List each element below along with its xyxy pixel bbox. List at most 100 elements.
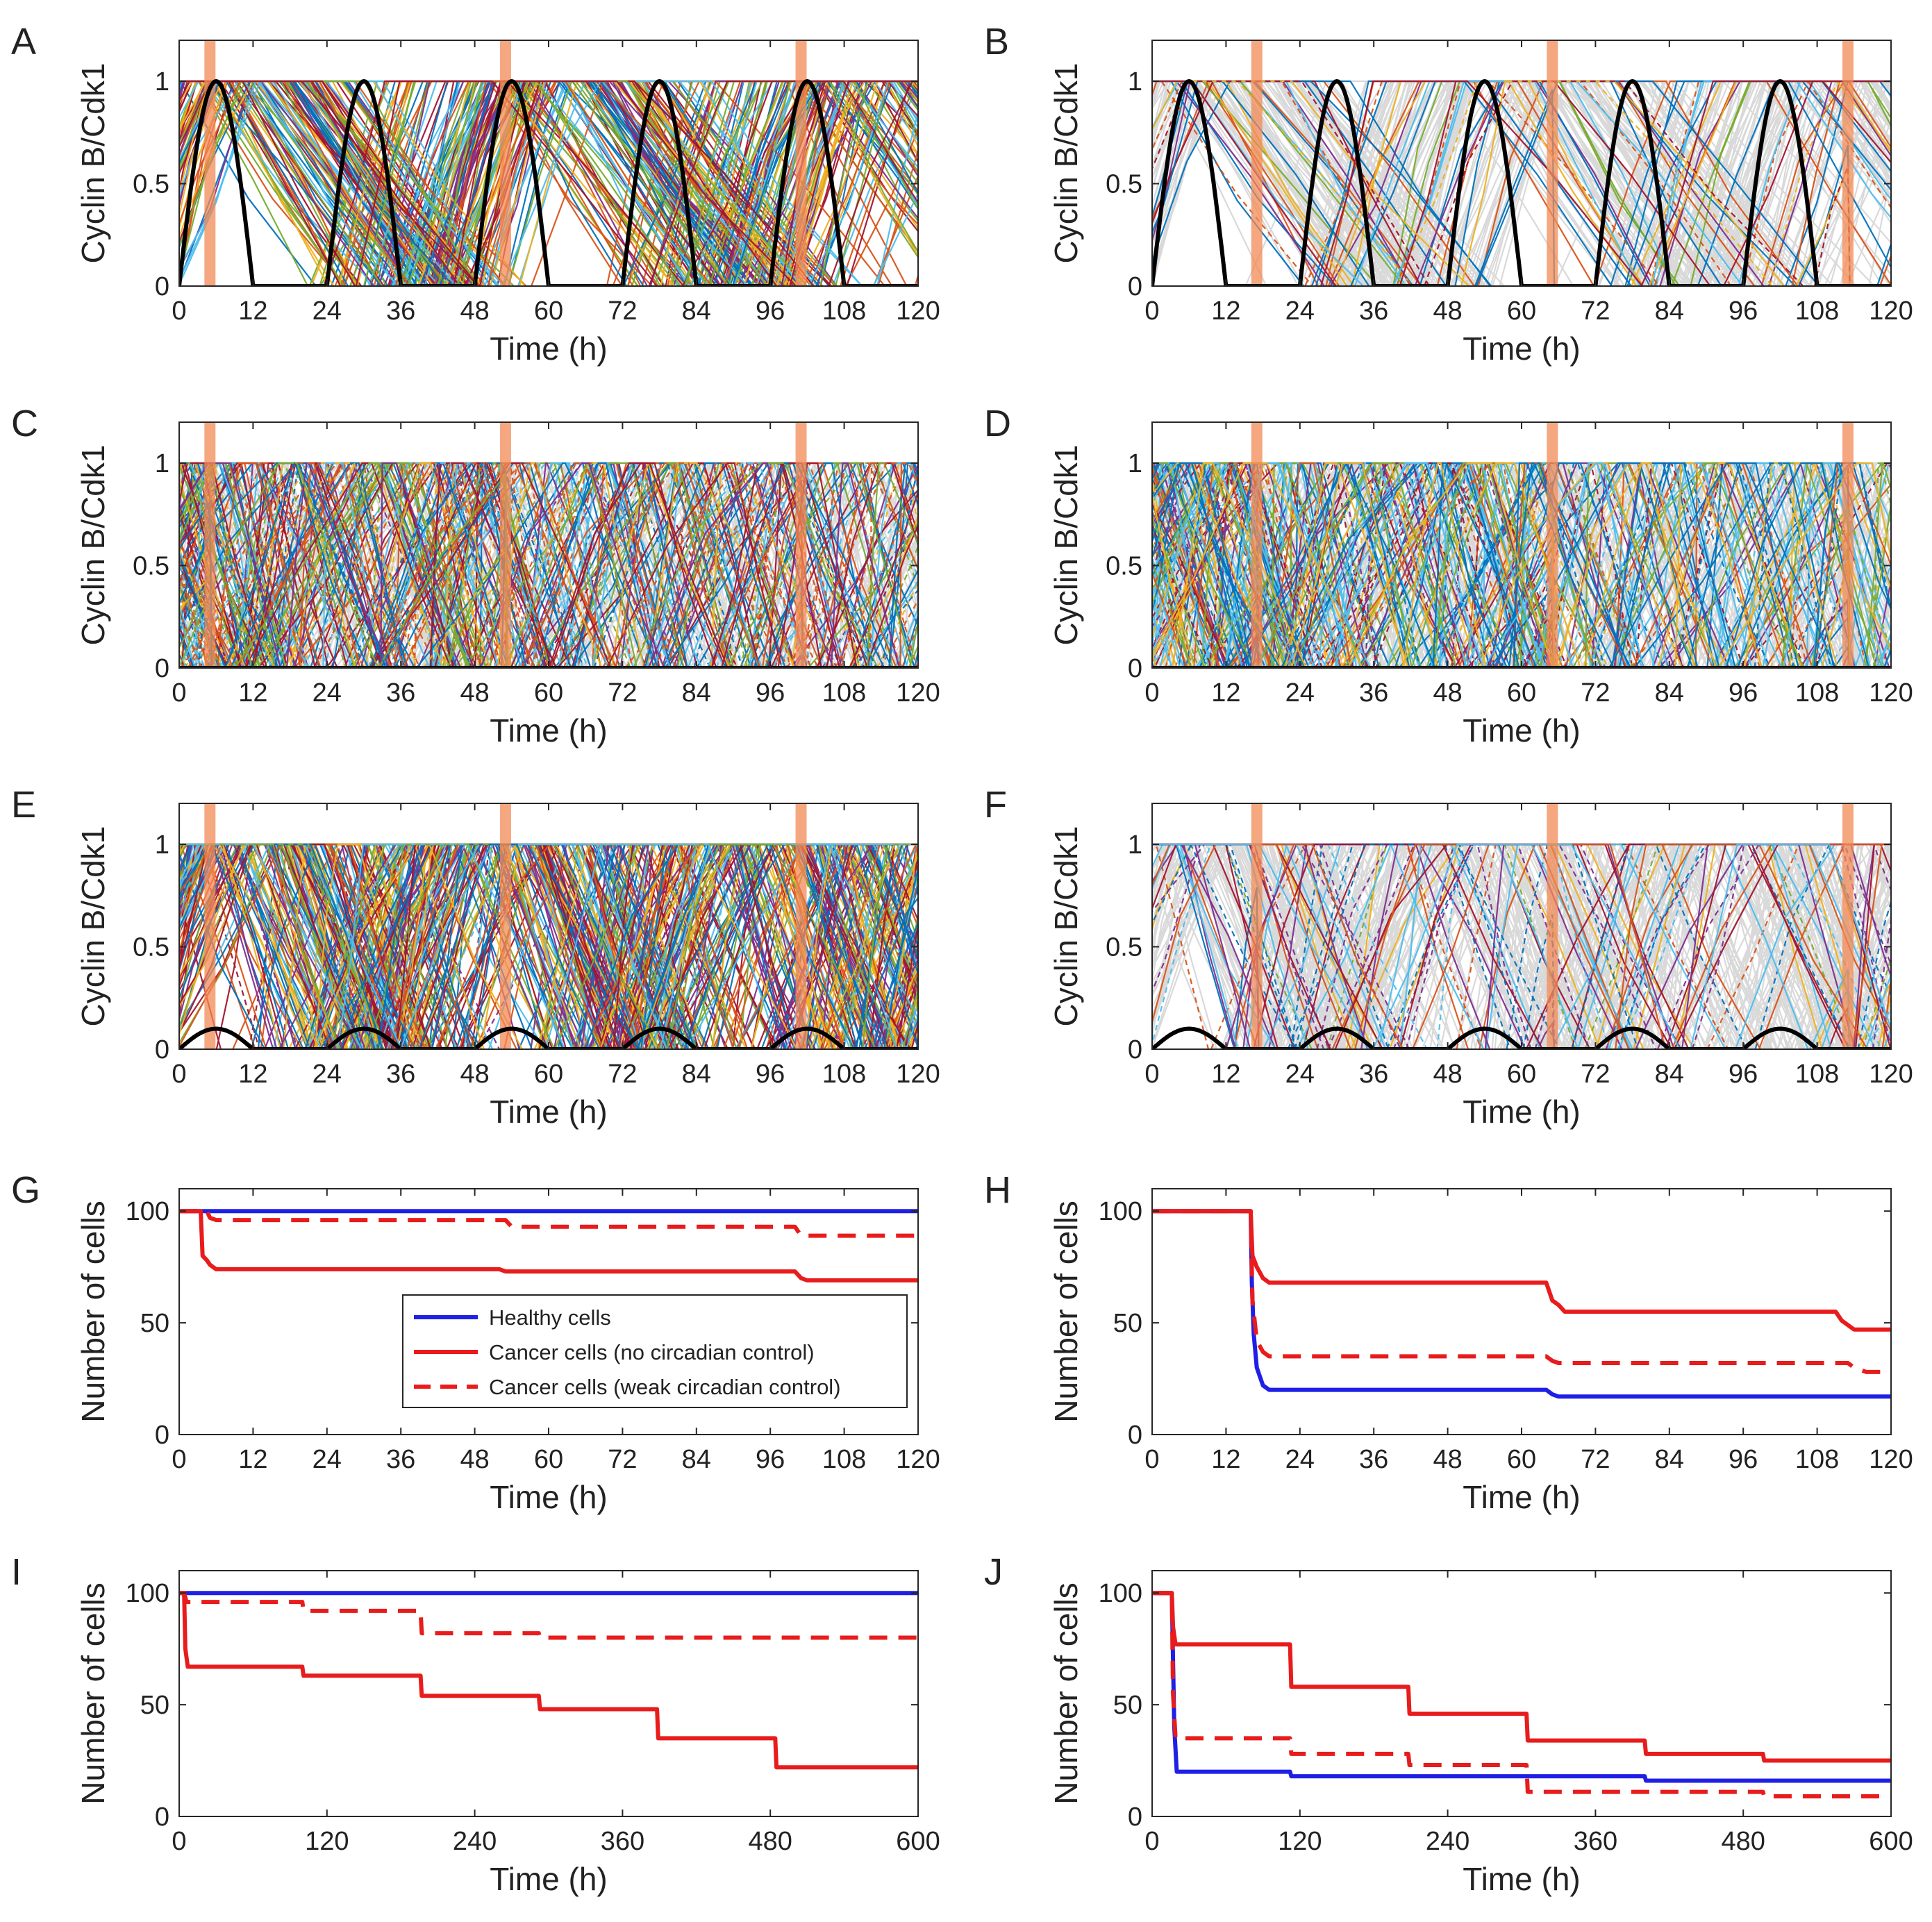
panel-F: F 0 12 24 36 48 60 72 84 96 108 120 0 0.5 1 Time (h) Cyc… (984, 784, 1913, 1130)
x-tick-label: 108 (822, 1445, 866, 1474)
x-tick-label: 480 (1721, 1827, 1765, 1856)
treatment-band (1842, 803, 1854, 1049)
x-tick-label: 24 (313, 1445, 342, 1474)
y-tick-label: 1 (1128, 449, 1142, 478)
cell-trace (1152, 462, 1556, 668)
series-line (179, 1209, 918, 1282)
x-tick-label: 108 (1795, 296, 1839, 326)
x-tick-label: 60 (1507, 296, 1536, 326)
x-tick-label: 108 (1795, 678, 1839, 708)
x-tick-label: 48 (460, 296, 489, 326)
cell-trace (179, 80, 918, 286)
y-tick-label: 0 (1128, 1421, 1142, 1450)
x-tick-label: 60 (534, 678, 563, 708)
panel-letter: F (984, 784, 1007, 826)
x-tick-label: 108 (1795, 1060, 1839, 1089)
legend-entry: Cancer cells (no circadian control) (489, 1340, 815, 1364)
x-tick-label: 60 (534, 1060, 563, 1089)
x-tick-label: 0 (1144, 1445, 1159, 1474)
y-axis-label: Cyclin B/Cdk1 (75, 445, 111, 646)
x-tick-label: 72 (1581, 678, 1610, 708)
x-tick-label: 0 (172, 1445, 186, 1474)
x-tick-label: 84 (682, 1445, 711, 1474)
x-axis-label: Time (h) (490, 1094, 608, 1130)
y-tick-label: 1 (155, 67, 169, 97)
x-tick-label: 84 (682, 1060, 711, 1089)
x-tick-label: 108 (822, 678, 866, 708)
x-tick-label: 120 (896, 678, 940, 708)
panel-letter: I (11, 1551, 22, 1593)
panel-letter: B (984, 21, 1009, 62)
y-tick-label: 0.5 (133, 933, 169, 962)
y-tick-label: 1 (155, 449, 169, 478)
x-tick-label: 120 (896, 1060, 940, 1089)
treatment-band (499, 803, 511, 1049)
x-tick-label: 120 (1278, 1827, 1322, 1856)
x-tick-label: 24 (313, 678, 342, 708)
cell-trace (179, 569, 213, 668)
panel-J: J 0 120 240 360 480 600 0 50 100 Time (h) Number of… (984, 1551, 1913, 1897)
treatment-band (1251, 40, 1263, 286)
panel-G: G 0 12 24 36 48 60 72 84 96 108 120 0 50 100 Time (h) Nu… (11, 1169, 940, 1515)
x-tick-label: 96 (756, 678, 785, 708)
x-tick-label: 72 (608, 296, 637, 326)
treatment-band (795, 40, 807, 286)
x-tick-label: 84 (1655, 678, 1684, 708)
x-tick-label: 48 (460, 1060, 489, 1089)
series-line-dashed (179, 1209, 918, 1238)
legend-entry: Cancer cells (weak circadian control) (489, 1375, 841, 1399)
y-tick-label: 100 (126, 1579, 169, 1608)
cell-trace (179, 462, 805, 668)
x-tick-label: 120 (896, 1445, 940, 1474)
cell-trace (180, 462, 918, 668)
x-tick-label: 360 (601, 1827, 644, 1856)
plot-content (1152, 1209, 1891, 1399)
y-tick-label: 1 (1128, 830, 1142, 860)
y-tick-label: 0.5 (1106, 933, 1142, 962)
x-tick-label: 120 (1869, 1445, 1913, 1474)
series-line-dashed (1152, 1209, 1891, 1374)
x-tick-label: 600 (896, 1827, 940, 1856)
x-tick-label: 0 (1144, 1827, 1159, 1856)
x-tick-label: 480 (748, 1827, 792, 1856)
x-tick-label: 72 (608, 1060, 637, 1089)
x-tick-label: 108 (822, 1060, 866, 1089)
x-axis-label: Time (h) (490, 1861, 608, 1897)
x-tick-label: 36 (386, 678, 415, 708)
y-tick-label: 0.5 (133, 552, 169, 581)
x-tick-label: 108 (1795, 1445, 1839, 1474)
x-tick-label: 12 (238, 1445, 267, 1474)
x-tick-label: 0 (172, 1060, 186, 1089)
y-tick-label: 0 (155, 1035, 169, 1064)
x-tick-label: 36 (1359, 296, 1388, 326)
y-tick-label: 0 (155, 1421, 169, 1450)
panel-letter: C (11, 403, 38, 444)
x-tick-label: 84 (682, 678, 711, 708)
x-tick-label: 48 (460, 678, 489, 708)
y-axis-label: Cyclin B/Cdk1 (75, 63, 111, 264)
x-tick-label: 84 (1655, 1445, 1684, 1474)
legend: Healthy cells Cancer cells (no circadian … (402, 1294, 908, 1408)
y-tick-label: 0 (155, 654, 169, 683)
panel-letter: A (11, 21, 36, 62)
x-tick-label: 360 (1574, 1827, 1617, 1856)
x-tick-label: 12 (1211, 1060, 1240, 1089)
x-tick-label: 240 (1426, 1827, 1469, 1856)
x-tick-label: 96 (756, 296, 785, 326)
panel-A: A 0 12 24 36 48 60 72 84 96 108 120 0 0.5 1 Time (h) Cyc… (11, 21, 940, 367)
panel-letter: H (984, 1169, 1011, 1211)
x-tick-label: 96 (1729, 678, 1758, 708)
x-tick-label: 12 (238, 1060, 267, 1089)
plot-content (179, 803, 918, 1049)
y-tick-label: 0 (1128, 272, 1142, 301)
cell-trace (179, 462, 508, 668)
x-tick-label: 84 (1655, 1060, 1684, 1089)
cell-trace (1152, 462, 1556, 668)
plot-content (179, 40, 918, 286)
y-tick-label: 100 (1099, 1197, 1142, 1226)
series-line (1152, 1209, 1891, 1332)
x-tick-label: 84 (682, 296, 711, 326)
x-tick-label: 24 (1285, 296, 1315, 326)
panel-B: B 0 12 24 36 48 60 72 84 96 108 120 0 0.5 1 Time (h) Cyc… (984, 21, 1913, 367)
